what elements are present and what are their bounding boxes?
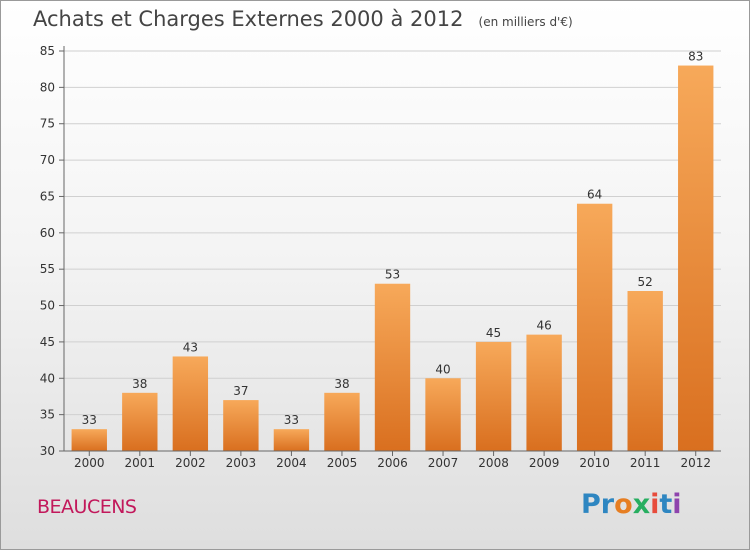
bar <box>324 392 360 451</box>
y-tick-label: 60 <box>40 226 55 240</box>
x-tick-label: 2003 <box>226 456 257 470</box>
x-tick-label: 2006 <box>377 456 408 470</box>
data-label: 40 <box>435 362 450 376</box>
y-tick-label: 65 <box>40 189 55 203</box>
data-label: 33 <box>82 413 97 427</box>
y-tick-label: 75 <box>40 117 55 131</box>
x-tick-label: 2005 <box>327 456 358 470</box>
data-label: 45 <box>486 326 501 340</box>
data-label: 43 <box>183 340 198 354</box>
y-tick-label: 35 <box>40 408 55 422</box>
x-tick-label: 2004 <box>276 456 307 470</box>
y-tick-label: 50 <box>40 299 55 313</box>
bar <box>425 378 461 451</box>
x-tick-label: 2010 <box>579 456 610 470</box>
x-tick-label: 2008 <box>478 456 509 470</box>
logo-letter: i <box>672 489 682 520</box>
y-tick-label: 80 <box>40 80 55 94</box>
logo-letter: r <box>600 489 615 520</box>
data-label: 52 <box>638 275 653 289</box>
y-tick-label: 40 <box>40 371 55 385</box>
data-label: 64 <box>587 188 602 202</box>
y-tick-label: 55 <box>40 262 55 276</box>
data-label: 53 <box>385 268 400 282</box>
y-tick-label: 85 <box>40 44 55 58</box>
data-label: 83 <box>688 50 703 64</box>
bar <box>273 429 310 451</box>
proxiti-logo: Proxiti <box>581 489 682 520</box>
bar <box>223 400 259 451</box>
x-tick-label: 2011 <box>630 456 661 470</box>
commune-name: BEAUCENS <box>37 496 137 518</box>
logo-letter: x <box>632 489 651 520</box>
y-tick-label: 30 <box>40 444 55 458</box>
x-tick-label: 2007 <box>428 456 459 470</box>
bar <box>678 65 714 451</box>
y-tick-label: 45 <box>40 335 55 349</box>
logo-letter: P <box>581 489 601 520</box>
axis-layer: 30 35 40 45 50 55 60 65 70 75 80 85 2000 2001 2002 2003… <box>40 44 721 470</box>
x-tick-label: 2009 <box>529 456 560 470</box>
logo-letter: o <box>614 489 633 520</box>
bar <box>122 392 158 451</box>
title-row: Achats et Charges Externes 2000 à 2012 (… <box>33 7 573 31</box>
x-tick-label: 2012 <box>680 456 711 470</box>
x-tick-label: 2002 <box>175 456 206 470</box>
bar <box>526 334 562 451</box>
logo-letter: i <box>650 489 660 520</box>
logo-letter: t <box>659 489 673 520</box>
y-tick-label: 70 <box>40 153 55 167</box>
bar <box>475 341 512 451</box>
x-tick-label: 2001 <box>125 456 156 470</box>
bar <box>374 283 411 451</box>
data-label: 46 <box>536 319 551 333</box>
chart-title: Achats et Charges Externes 2000 à 2012 <box>33 7 464 31</box>
bar <box>172 356 209 451</box>
chart-subtitle: (en milliers d'€) <box>478 15 573 29</box>
x-tick-label: 2000 <box>74 456 105 470</box>
bar <box>627 291 663 451</box>
data-label: 37 <box>233 384 248 398</box>
data-label: 38 <box>334 377 349 391</box>
bar-layer: 33 38 43 37 33 38 53 40 45 46 64 52 83 <box>71 50 714 451</box>
data-label: 38 <box>132 377 147 391</box>
data-label: 33 <box>284 413 299 427</box>
bar <box>576 203 613 451</box>
bar <box>71 429 107 451</box>
